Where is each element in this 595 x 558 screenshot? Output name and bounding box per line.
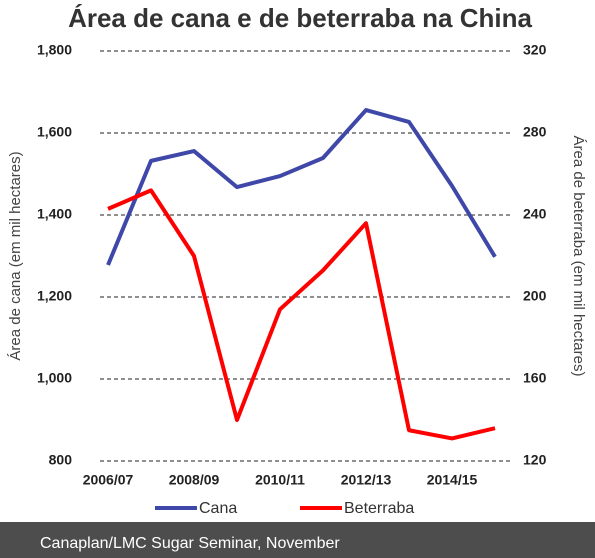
legend-label: Beterraba bbox=[344, 500, 414, 517]
chart-title: Área de cana e de beterraba na China bbox=[68, 3, 532, 33]
y-tick-label: 1,400 bbox=[37, 206, 72, 222]
x-tick-label: 2012/13 bbox=[341, 472, 392, 488]
x-tick-label: 2014/15 bbox=[427, 472, 478, 488]
x-tick-label: 2010/11 bbox=[255, 472, 305, 488]
line-series bbox=[107, 188, 496, 441]
x-tick-label: 2008/09 bbox=[169, 472, 220, 488]
y2-tick-label: 240 bbox=[523, 206, 547, 222]
footer-bar bbox=[0, 522, 595, 558]
y-axis-title: Área de cana (em mil hectares) bbox=[7, 151, 24, 360]
footer-text: Canaplan/LMC Sugar Seminar, November bbox=[40, 535, 340, 552]
y2-tick-label: 200 bbox=[523, 288, 547, 304]
y-tick-label: 1,600 bbox=[37, 124, 72, 140]
y2-tick-label: 160 bbox=[523, 370, 547, 386]
y2-tick-label: 320 bbox=[523, 42, 547, 58]
y-tick-label: 1,200 bbox=[37, 288, 72, 304]
y2-axis-title: Área de beterraba (em mil hectares) bbox=[570, 136, 587, 377]
x-tick-label: 2006/07 bbox=[83, 472, 134, 488]
line-series bbox=[106, 108, 497, 266]
y2-tick-label: 280 bbox=[523, 124, 547, 140]
y2-tick-label: 120 bbox=[523, 452, 547, 468]
y-tick-label: 1,800 bbox=[37, 42, 72, 58]
y-tick-label: 800 bbox=[49, 452, 73, 468]
legend-label: Cana bbox=[199, 500, 237, 517]
y-tick-label: 1,000 bbox=[37, 370, 72, 386]
